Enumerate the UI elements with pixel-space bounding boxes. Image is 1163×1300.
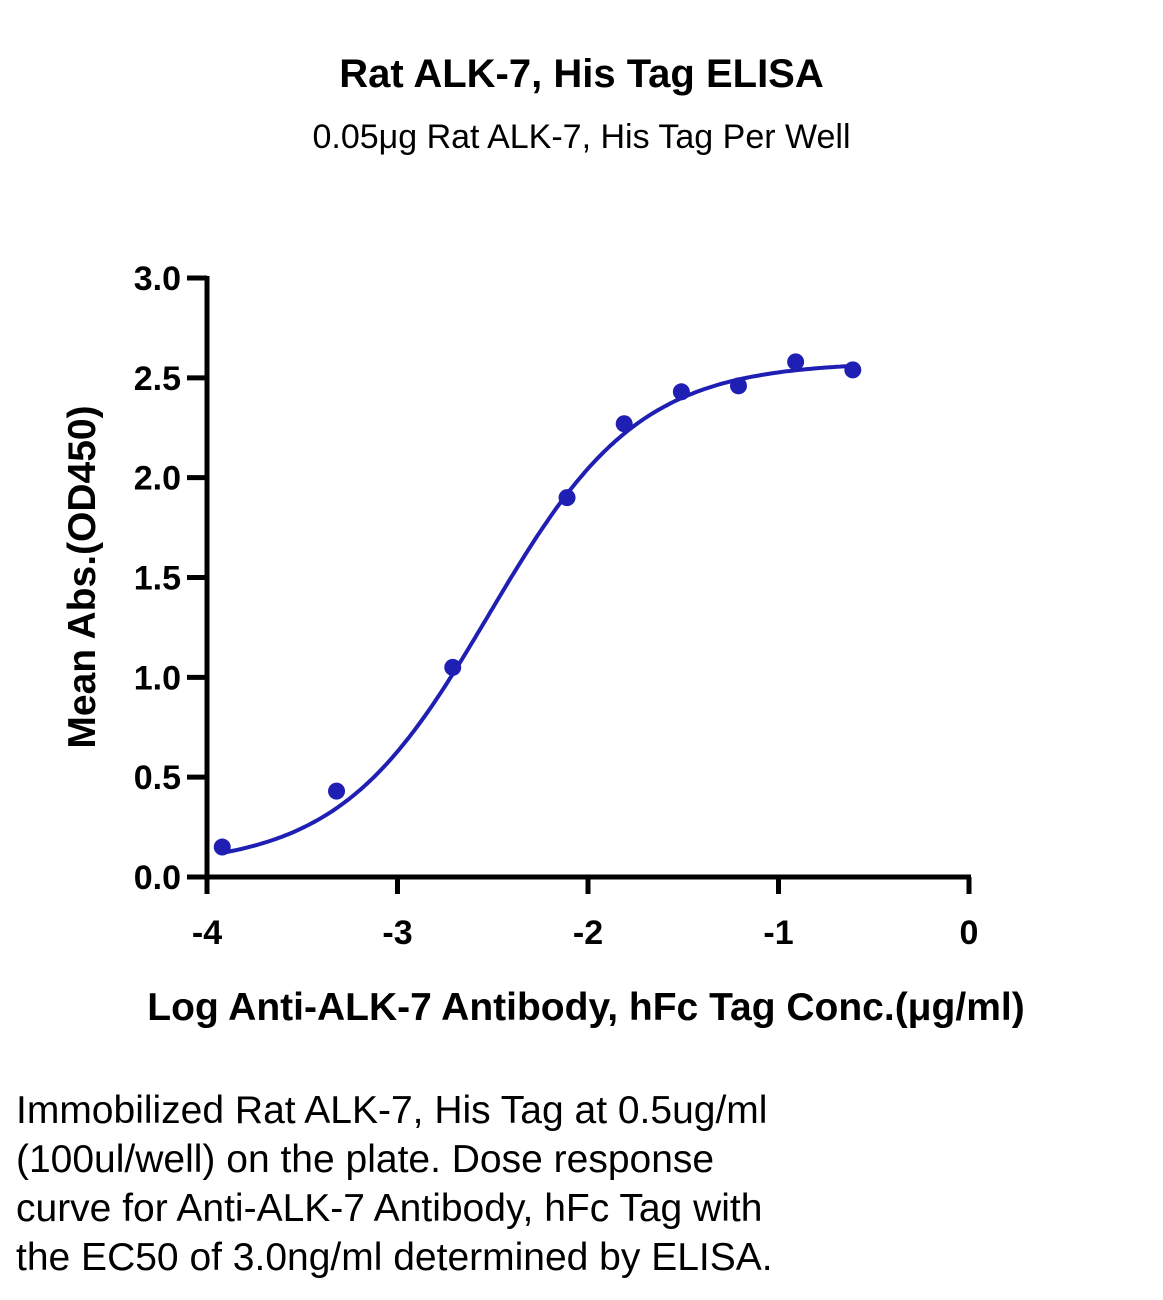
data-point [444, 658, 462, 676]
chart-subtitle: 0.05μg Rat ALK-7, His Tag Per Well [312, 118, 851, 156]
data-point [213, 838, 231, 856]
caption-line: (100ul/well) on the plate. Dose response [16, 1138, 715, 1181]
axis-ticks: 0.0 0.5 1.0 1.5 2.0 2.5 3.0 -4 -3 -2 -1 0 [134, 260, 979, 952]
data-point [615, 415, 633, 433]
data-point [558, 489, 576, 507]
y-tick-label: 3.0 [134, 260, 181, 298]
x-tick-label: -1 [763, 914, 793, 952]
caption-line: Immobilized Rat ALK-7, His Tag at 0.5ug/… [16, 1089, 768, 1132]
y-tick-label: 1.5 [134, 560, 181, 598]
x-tick-label: 0 [960, 914, 979, 952]
caption-line: the EC50 of 3.0ng/ml determined by ELISA… [16, 1236, 773, 1279]
y-tick-label: 0.0 [134, 859, 181, 897]
y-axis-label: Mean Abs.(OD450) [61, 405, 104, 748]
y-tick-label: 2.0 [134, 460, 181, 498]
data-points [213, 353, 862, 856]
data-point [844, 361, 862, 379]
caption: Immobilized Rat ALK-7, His Tag at 0.5ug/… [16, 1086, 1146, 1282]
y-tick-label: 2.5 [134, 360, 181, 398]
x-tick-label: -4 [192, 914, 222, 952]
x-tick-label: -3 [382, 914, 412, 952]
data-point [328, 782, 346, 800]
data-point [787, 353, 805, 371]
chart-title: Rat ALK-7, His Tag ELISA [339, 52, 824, 96]
caption-line: curve for Anti-ALK-7 Antibody, hFc Tag w… [16, 1187, 763, 1230]
data-point [729, 377, 747, 395]
fit-curve [221, 363, 853, 855]
data-point [672, 383, 690, 401]
y-tick-label: 1.0 [134, 659, 181, 697]
elisa-chart: 0.0 0.5 1.0 1.5 2.0 2.5 3.0 -4 -3 -2 -1 0 Log Anti-… [61, 260, 1025, 1029]
x-axis-label: Log Anti-ALK-7 Antibody, hFc Tag Conc.(μ… [147, 986, 1024, 1029]
x-tick-label: -2 [573, 914, 603, 952]
y-tick-label: 0.5 [134, 759, 181, 797]
